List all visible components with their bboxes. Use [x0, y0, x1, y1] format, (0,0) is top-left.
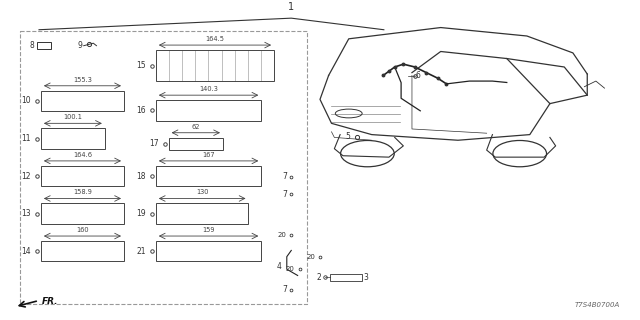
Text: 6: 6	[416, 71, 420, 80]
Text: 19: 19	[136, 209, 146, 218]
Bar	[20, 31, 307, 304]
Bar	[41, 166, 124, 186]
Text: 9: 9	[77, 41, 83, 50]
Text: 3: 3	[364, 273, 368, 282]
Text: 7: 7	[282, 189, 287, 199]
Text: 159: 159	[202, 227, 215, 233]
Text: T7S4B0700A: T7S4B0700A	[575, 302, 620, 308]
Text: 1: 1	[288, 2, 294, 12]
Text: 5: 5	[346, 132, 351, 141]
Text: 20: 20	[285, 266, 294, 272]
Text: 7: 7	[282, 285, 287, 294]
Text: 16: 16	[136, 106, 146, 115]
Text: 20: 20	[277, 232, 286, 238]
Text: 8: 8	[29, 41, 34, 50]
Text: 14: 14	[21, 247, 31, 256]
Text: 2: 2	[317, 273, 321, 282]
Bar	[41, 91, 124, 111]
Bar	[169, 138, 223, 150]
Bar	[330, 274, 362, 281]
Bar	[156, 204, 248, 224]
Bar	[41, 204, 124, 224]
Text: 160: 160	[76, 227, 89, 233]
Text: 20: 20	[306, 254, 315, 260]
Bar	[156, 100, 261, 121]
Text: 10: 10	[21, 96, 31, 106]
Bar	[156, 166, 261, 186]
Text: 7: 7	[282, 172, 287, 181]
Bar	[41, 128, 105, 149]
Text: 12: 12	[21, 172, 31, 180]
Text: 17: 17	[149, 140, 159, 148]
Text: 130: 130	[196, 189, 209, 195]
Text: 11: 11	[21, 134, 31, 143]
Bar	[41, 241, 124, 261]
Text: 21: 21	[136, 247, 146, 256]
Text: 62: 62	[191, 124, 200, 130]
Text: 13: 13	[21, 209, 31, 218]
Text: 18: 18	[136, 172, 146, 180]
Text: 155.3: 155.3	[73, 77, 92, 83]
Text: 167: 167	[202, 152, 215, 158]
Text: 100.1: 100.1	[63, 114, 83, 120]
Text: 158.9: 158.9	[73, 189, 92, 195]
Text: 164.6: 164.6	[73, 152, 92, 158]
Text: 164.5: 164.5	[205, 36, 225, 42]
Bar	[156, 50, 274, 81]
Bar	[37, 42, 51, 49]
Bar	[156, 241, 261, 261]
Text: FR.: FR.	[42, 297, 58, 306]
Text: 15: 15	[136, 61, 146, 70]
Text: 4: 4	[277, 261, 282, 271]
Text: 140.3: 140.3	[199, 86, 218, 92]
